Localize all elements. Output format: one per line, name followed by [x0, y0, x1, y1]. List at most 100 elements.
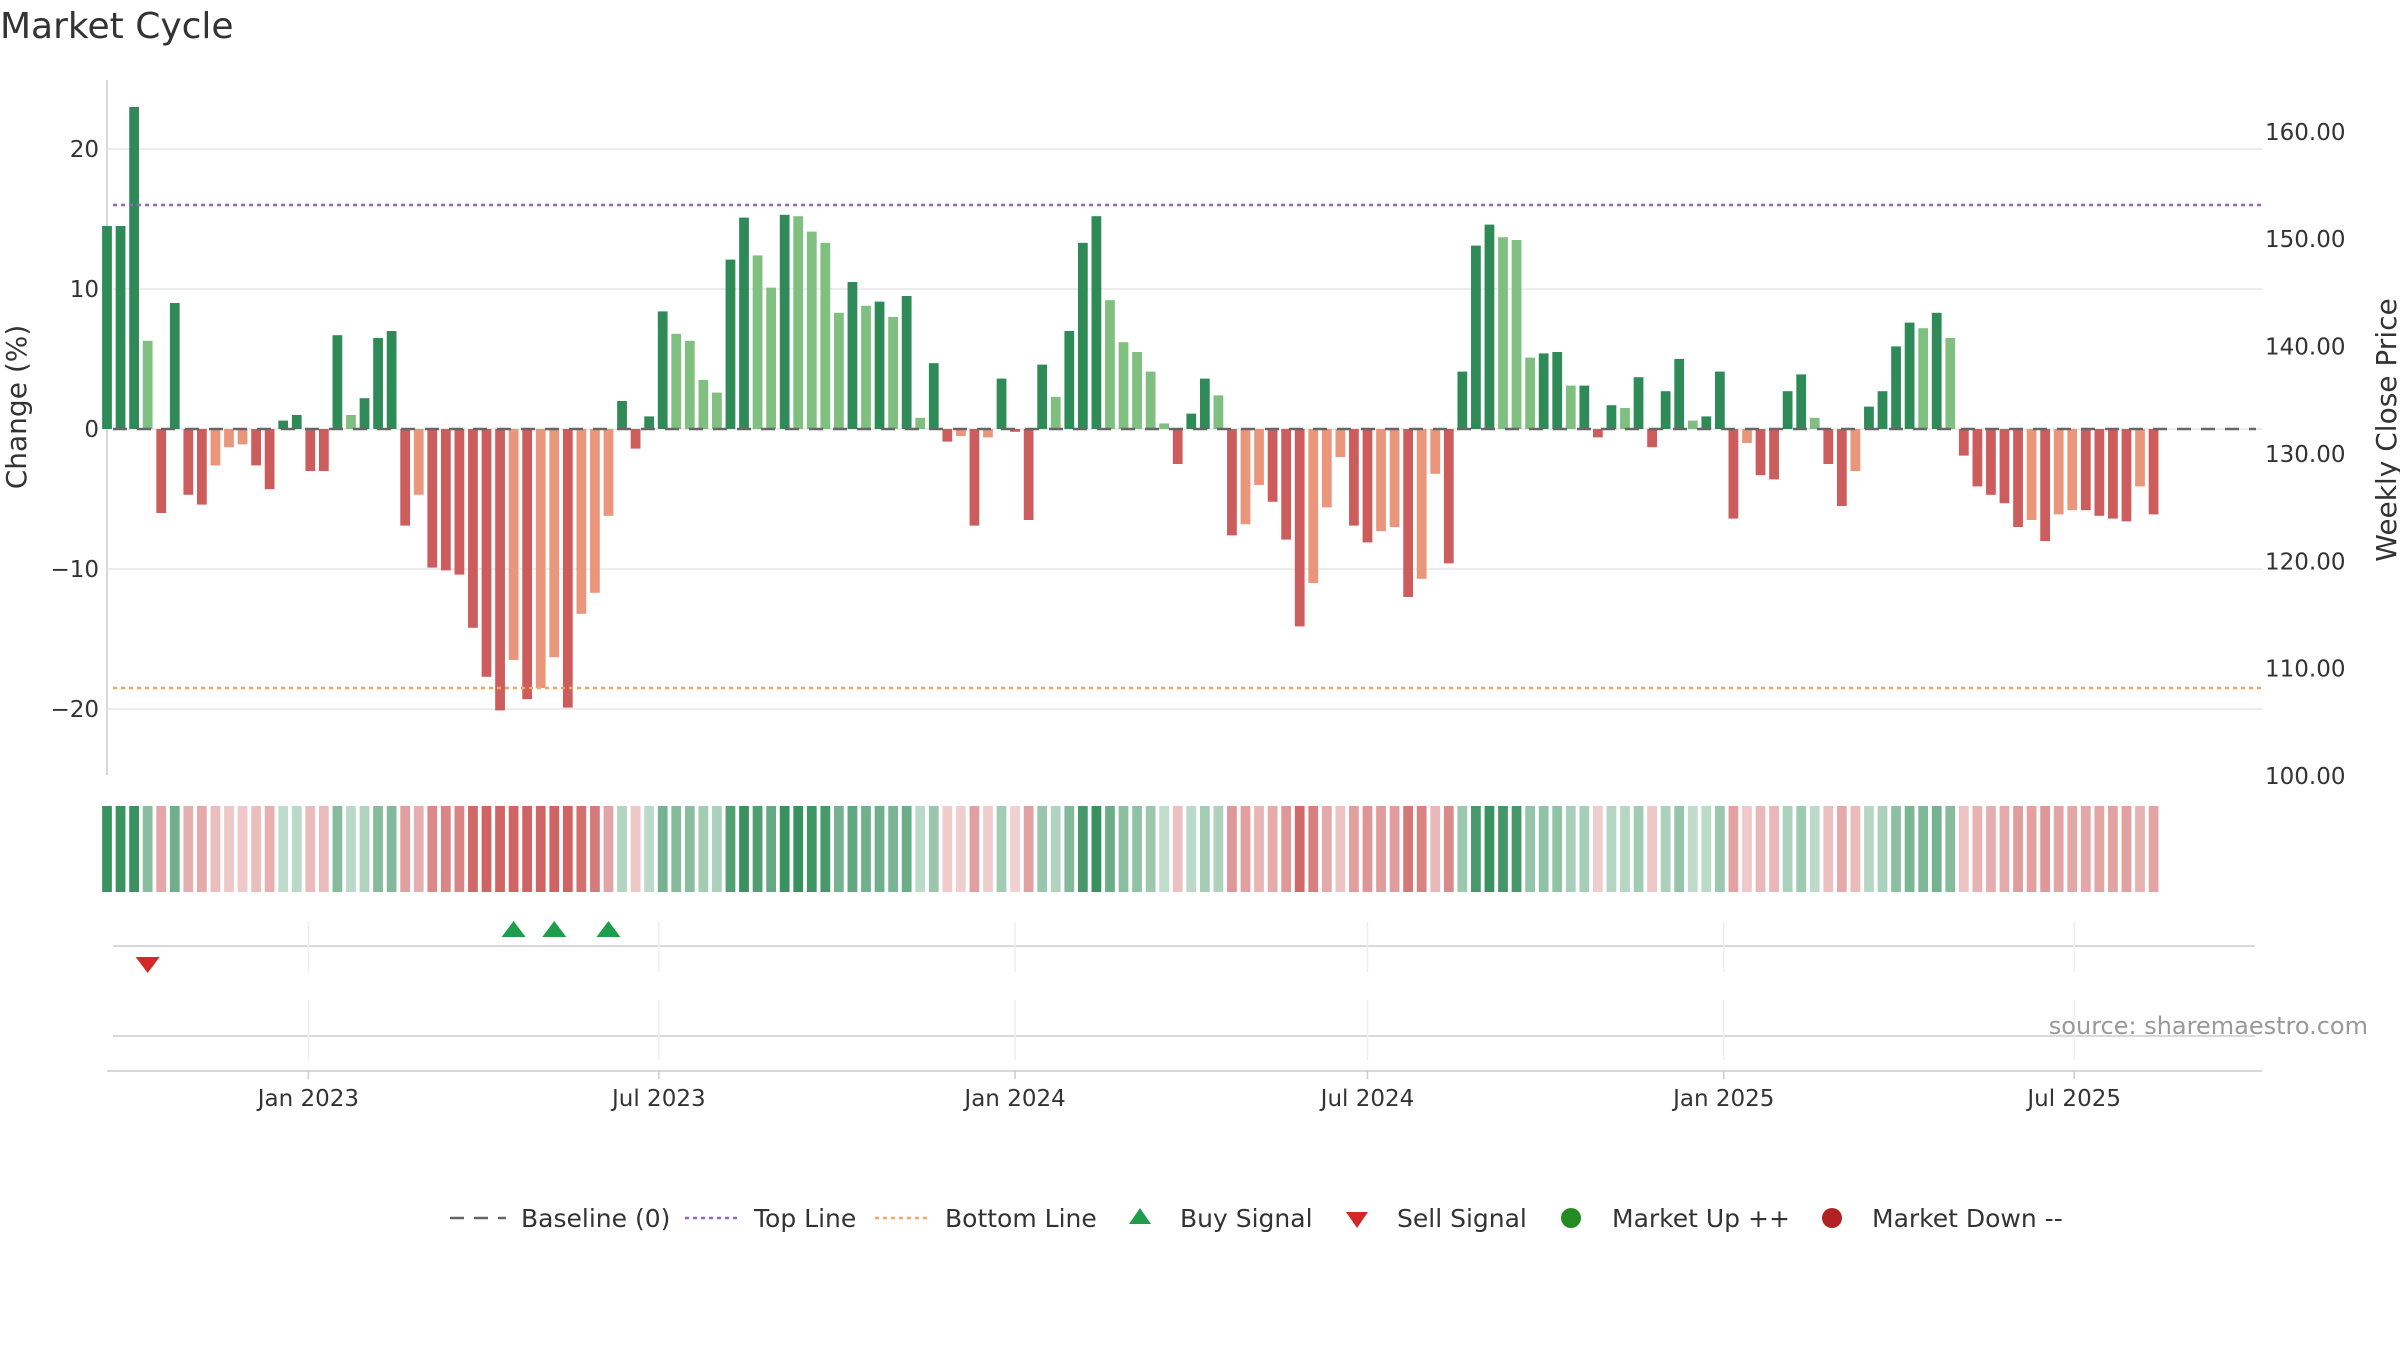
y-tick-label: −20	[50, 697, 99, 723]
change-bar	[752, 255, 763, 429]
heat-strip-cell	[305, 806, 316, 892]
legend-label-top-line: Top Line	[753, 1204, 856, 1233]
change-bar	[332, 335, 343, 429]
heat-strip-cell	[400, 806, 411, 892]
change-bar	[562, 429, 573, 708]
change-bar	[495, 429, 505, 711]
change-bar	[522, 429, 533, 700]
heat-strip-cell	[1416, 806, 1427, 892]
heat-strip-cell	[2067, 806, 2078, 892]
heat-strip-cell	[1918, 806, 1929, 892]
heat-strip-cell	[264, 806, 275, 892]
heat-strip-cell	[549, 806, 560, 892]
change-bar	[1403, 429, 1414, 597]
change-bar	[1240, 429, 1251, 525]
change-bar	[2135, 429, 2145, 487]
change-bar	[468, 429, 478, 628]
change-bar	[1877, 391, 1888, 429]
heat-strip-cell	[617, 806, 627, 892]
x-tick-label: Jan 2024	[962, 1086, 1065, 1112]
heat-strip-cell	[657, 806, 668, 892]
y-axis-ticks: 20 10 0 −10 −20 160.00 150.00 140.00 130.00 120.0…	[50, 120, 2345, 790]
grid-layer	[107, 148, 2262, 710]
heat-strip-cell	[1633, 806, 1644, 892]
change-bar	[1904, 322, 1915, 429]
heat-strip-cell	[156, 806, 167, 892]
change-bar	[1118, 342, 1129, 429]
heat-strip-cell	[1565, 806, 1576, 892]
change-bar	[2121, 429, 2132, 522]
change-bar	[1389, 429, 1400, 527]
heat-strip-cell	[2013, 806, 2023, 892]
heat-strip-cell	[1457, 806, 1468, 892]
sell-signal-marker	[135, 957, 160, 973]
change-bar	[440, 429, 451, 571]
change-bar	[1945, 338, 1956, 429]
change-bar	[291, 415, 302, 429]
change-bar	[1674, 359, 1685, 429]
heat-strip-cell	[1742, 806, 1752, 892]
buy-signal-marker	[542, 921, 567, 937]
heat-strip-cell	[1525, 806, 1535, 892]
heat-strip-cell	[1240, 806, 1251, 892]
heat-strip-cell	[1714, 806, 1725, 892]
change-bar	[1836, 429, 1847, 506]
change-bar	[1457, 371, 1468, 429]
heat-strip-cell	[2135, 806, 2145, 892]
change-bar	[1606, 405, 1617, 429]
plot-area-top	[107, 80, 2262, 81]
heat-strip-cell	[1755, 806, 1766, 892]
change-bar	[1891, 346, 1901, 429]
change-bar	[264, 429, 275, 490]
heat-strip-cell	[1145, 806, 1156, 892]
heat-strip-cell	[346, 806, 356, 892]
change-bar	[1484, 224, 1495, 429]
change-bar	[901, 296, 912, 429]
sell-signal-icon	[1346, 1212, 1368, 1228]
heat-strip-cell	[1606, 806, 1617, 892]
legend-label-baseline: Baseline (0)	[521, 1204, 670, 1233]
heat-strip-cell	[1321, 806, 1332, 892]
heat-strip-cell	[996, 806, 1007, 892]
heat-strip-cell	[196, 806, 207, 892]
change-bar	[1687, 420, 1698, 429]
y-tick-label: 20	[70, 137, 99, 163]
heat-strip-cell	[318, 806, 329, 892]
change-bar	[996, 378, 1007, 429]
heat-strip-cell	[969, 806, 980, 892]
heat-strip-cell	[684, 806, 695, 892]
y-tick-label: 0	[84, 417, 99, 443]
heat-strip-cell	[142, 806, 153, 892]
heat-strip-cell	[1050, 806, 1061, 892]
heat-strip-cell	[359, 806, 370, 892]
heat-strip-cell	[495, 806, 505, 892]
change-bar	[1308, 429, 1319, 583]
heat-strip-cell	[955, 806, 966, 892]
heat-strip-cell	[1430, 806, 1441, 892]
change-bar	[156, 429, 167, 513]
change-bar	[1999, 429, 2010, 504]
change-bar	[983, 429, 993, 438]
change-bar	[413, 429, 424, 495]
change-bar	[1796, 374, 1807, 429]
heat-strip-cell	[1186, 806, 1197, 892]
change-bar	[834, 312, 844, 429]
heat-strip-cell	[386, 806, 397, 892]
heat-strip-cell	[1498, 806, 1508, 892]
change-bar	[1159, 423, 1170, 429]
heat-strip-cell	[766, 806, 776, 892]
change-bar	[712, 392, 722, 429]
heat-strip-cell	[1579, 806, 1590, 892]
change-bar	[1850, 429, 1861, 471]
heat-strip-cell	[2080, 806, 2091, 892]
change-bar	[698, 380, 709, 429]
change-bar	[1335, 429, 1346, 457]
buy-signal-icon	[1129, 1208, 1151, 1224]
heat-strip-cell	[1728, 806, 1739, 892]
change-bar	[427, 429, 438, 568]
legend-item-market-down: Market Down --	[1822, 1204, 2063, 1233]
change-bar	[1050, 396, 1061, 429]
change-bar	[630, 429, 641, 449]
heat-strip-cell	[1335, 806, 1346, 892]
